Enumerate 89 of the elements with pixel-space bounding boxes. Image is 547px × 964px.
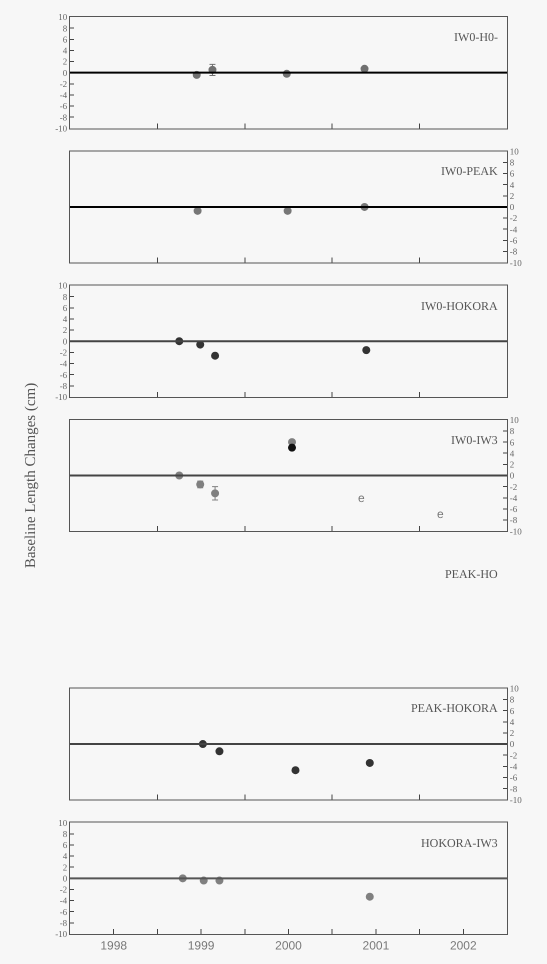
y2-tick-label: 4 — [510, 716, 515, 727]
x-tick-label: 2001 — [362, 938, 390, 952]
y-tick-label: 2 — [62, 325, 68, 336]
y-tick-label: -6 — [60, 906, 68, 917]
y-tick-label: -2 — [60, 78, 68, 89]
y-tick-label: 10 — [58, 12, 68, 22]
point — [211, 489, 220, 498]
y-tick-label: 6 — [62, 302, 68, 313]
y2-tick-label: -4 — [510, 761, 518, 772]
y2-tick-label: 6 — [510, 437, 515, 448]
y2-tick-label: 8 — [510, 426, 515, 436]
y-tick-label: -4 — [60, 896, 68, 906]
y2-tick-label: -4 — [510, 224, 518, 234]
y2-tick-label: -4 — [510, 492, 518, 503]
y2-tick-label: -6 — [510, 772, 518, 783]
y-tick-label: 6 — [62, 34, 68, 44]
point — [366, 758, 374, 767]
text: PEAK-HO — [445, 567, 498, 581]
y-tick-label: 8 — [62, 292, 68, 302]
y2-tick-label: -2 — [510, 750, 518, 760]
y2-tick-label: 8 — [510, 158, 515, 168]
y-tick-label: 0 — [62, 873, 68, 884]
y-tick-label: 2 — [62, 56, 68, 67]
y2-tick-label: 6 — [510, 168, 515, 179]
point — [215, 747, 224, 756]
y-tick-label: 10 — [58, 818, 68, 828]
y-tick-label: 0 — [62, 68, 68, 78]
y2-tick-label: 10 — [510, 146, 520, 156]
y2-tick-label: -2 — [510, 482, 518, 492]
y-tick-label: -8 — [60, 918, 68, 928]
y2-tick-label: 10 — [510, 684, 520, 694]
y-tick-label: -6 — [60, 101, 68, 112]
y-tick-label: 10 — [58, 280, 68, 291]
y2-tick-label: 2 — [510, 460, 514, 470]
y-tick-label: 8 — [62, 828, 68, 839]
y2-tick-label: -10 — [510, 526, 522, 536]
y2-tick-label: -6 — [510, 236, 518, 246]
y-tick-label: 2 — [62, 862, 68, 872]
x-tick-label: 1999 — [188, 938, 215, 952]
annotation: e — [358, 491, 365, 505]
y-tick-label: -10 — [55, 929, 68, 940]
y-tick-label: -4 — [60, 90, 68, 100]
point — [211, 352, 220, 360]
point — [288, 444, 296, 452]
y2-tick-label: 2 — [510, 728, 514, 738]
y-tick-label: -4 — [60, 358, 68, 369]
y-tick-label: -2 — [60, 348, 68, 358]
y-tick-label: 0 — [62, 336, 68, 346]
y-tick-label: -8 — [60, 380, 68, 391]
y2-tick-label: 4 — [510, 180, 515, 190]
y2-tick-label: 8 — [510, 694, 515, 705]
text: IW0-H0- — [454, 30, 498, 44]
y2-tick-label: -10 — [510, 258, 522, 268]
y-tick-label: 4 — [62, 314, 68, 324]
y-tick-label: 4 — [62, 851, 68, 862]
y-tick-label: 6 — [62, 840, 68, 850]
text: IW0-HOKORA — [421, 299, 498, 313]
point — [362, 346, 370, 354]
x-tick-label: 1998 — [100, 938, 128, 952]
y2-tick-label: 2 — [510, 190, 514, 201]
y2-tick-label: -2 — [510, 213, 518, 224]
text: IW0-PEAK — [441, 164, 498, 178]
y2-tick-label: -8 — [510, 784, 518, 794]
text: PEAK-HOKORA — [411, 701, 498, 715]
y2-tick-label: 4 — [510, 448, 515, 458]
y-tick-label: 8 — [62, 23, 68, 34]
y2-tick-label: 0 — [510, 739, 515, 750]
y2-tick-label: 6 — [510, 706, 515, 716]
x-tick-label: 2000 — [275, 938, 302, 952]
y-tick-label: -10 — [55, 124, 68, 134]
y-axis-title: Baseline Length Changes (cm) — [23, 382, 40, 568]
y-tick-label: -8 — [60, 112, 68, 122]
y2-tick-label: -8 — [510, 515, 518, 526]
annotation: e — [437, 507, 444, 521]
text: HOKORA-IW3 — [421, 836, 498, 850]
y2-tick-label: 0 — [510, 202, 515, 212]
y-tick-label: -2 — [60, 884, 68, 895]
y-tick-label: -6 — [60, 370, 68, 380]
y2-tick-label: 10 — [510, 414, 520, 425]
y-tick-label: -10 — [55, 392, 68, 402]
y2-tick-label: -6 — [510, 504, 518, 514]
y2-tick-label: -10 — [510, 794, 522, 805]
x-tick-label: 2002 — [450, 938, 477, 952]
point — [291, 766, 300, 774]
y2-tick-label: 0 — [510, 470, 515, 481]
y2-tick-label: -8 — [510, 246, 518, 257]
point — [366, 892, 374, 901]
text: IW0-IW3 — [451, 433, 498, 447]
y-tick-label: 4 — [62, 46, 68, 56]
